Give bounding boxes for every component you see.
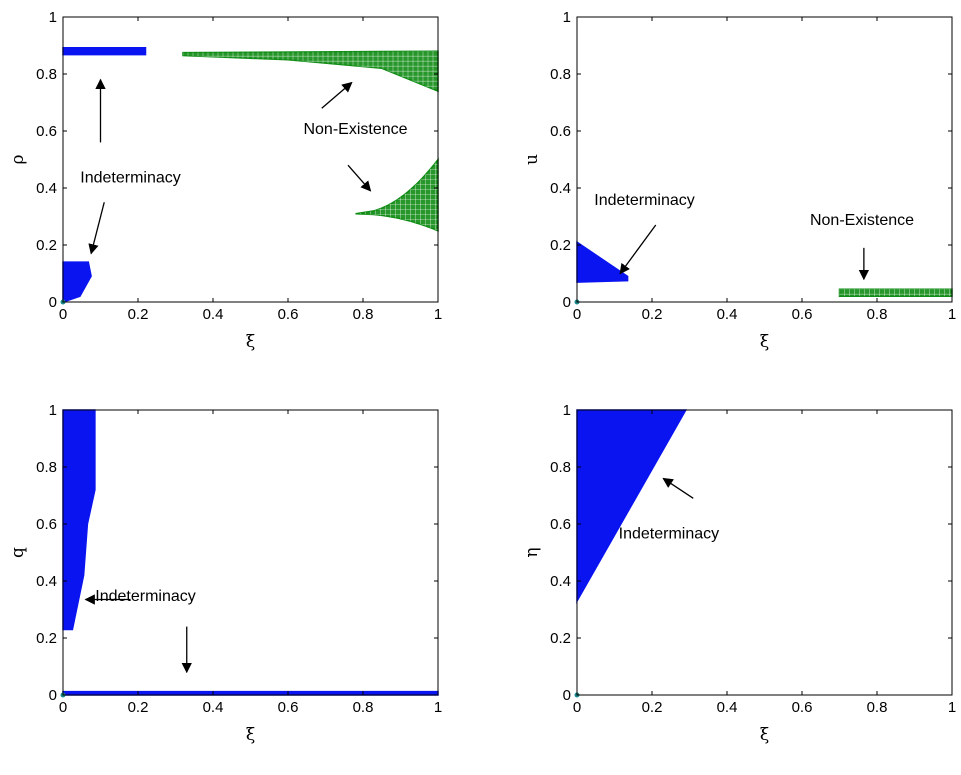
annotation-arrow [347,164,372,192]
y-tick-label: 0.8 [36,66,57,83]
annotation-label: Indeterminacy [619,525,720,542]
x-tick-label: 0.6 [278,699,299,716]
x-tick-label: 1 [434,306,442,323]
plot-frame [576,16,953,303]
y-axis-label: q [8,547,28,558]
indeterminacy-region [576,240,629,283]
x-tick-label: 0.4 [717,306,738,323]
y-tick-label: 0 [563,294,571,311]
x-tick-label: 0.4 [203,699,224,716]
annotation-arrow [321,81,353,109]
data-layer [574,409,688,698]
plot-q-vs-xi: 0 0.2 0.4 0.6 0.8 1 0 0.2 0.4 0.6 0.8 1 ξ q Indetermin… [8,402,442,745]
x-axis-label: ξ [760,725,769,745]
x-tick-label: 0 [59,306,67,323]
y-tick-label: 0.2 [36,630,57,647]
y-tick-label: 0.6 [36,123,57,140]
x-tick-label: 1 [948,306,956,323]
annotation-label: Non-Existence [810,212,914,229]
y-axis-label: ρ [8,155,28,165]
y-tick-label: 0.6 [36,516,57,533]
y-tick-label: 0.8 [36,459,57,476]
x-axis-label: ξ [246,332,255,352]
indeterminacy-region [576,409,688,604]
indeterminacy-region [62,47,147,56]
plot-rho-vs-xi: 0 0.2 0.4 0.6 0.8 1 0 0.2 0.4 0.6 0.8 1 ξ ρ Indetermin… [8,9,442,352]
x-tick-label: 0.2 [642,306,663,323]
plot-eta-vs-xi: 0 0.2 0.4 0.6 0.8 1 0 0.2 0.4 0.6 0.8 1 ξ η Indetermin… [522,402,956,745]
y-tick-label: 0 [49,294,57,311]
y-tick-label: 0.4 [36,180,57,197]
y-tick-label: 0.8 [550,66,571,83]
x-axis-label: ξ [760,332,769,352]
y-tick-label: 1 [49,402,57,419]
y-tick-label: 0.6 [550,123,571,140]
indeterminacy-region [62,409,96,631]
y-tick-label: 1 [563,9,571,26]
x-tick-label: 0.8 [353,306,374,323]
annotation-arrow [88,202,105,255]
y-tick-label: 0 [563,687,571,704]
x-tick-label: 0.4 [717,699,738,716]
plus-markers [355,159,438,231]
y-tick-label: 0 [49,687,57,704]
y-tick-label: 0.2 [550,237,571,254]
x-tick-label: 0.2 [128,306,149,323]
y-tick-label: 0.4 [550,573,571,590]
indeterminacy-region [62,690,439,696]
y-tick-label: 0.2 [36,237,57,254]
x-tick-label: 0 [573,699,581,716]
x-axis-label: ξ [246,725,255,745]
plus-markers [839,289,952,297]
annotation-arrow [662,477,694,499]
y-tick-label: 0.4 [550,180,571,197]
annotation-label: Indeterminacy [95,588,196,605]
plot-frame [62,409,439,696]
x-tick-label: 0 [573,306,581,323]
x-tick-label: 0.4 [203,306,224,323]
y-axis-label: η [522,547,542,557]
data-layer [60,409,439,698]
x-tick-label: 0.2 [128,699,149,716]
x-tick-label: 0.2 [642,699,663,716]
y-tick-label: 0.4 [36,573,57,590]
x-tick-label: 0 [59,699,67,716]
x-tick-label: 1 [434,699,442,716]
non_existence-region [838,288,953,298]
x-tick-label: 0.6 [792,699,813,716]
data-layer [574,240,953,305]
annotation-label: Indeterminacy [594,192,695,209]
indeterminacy-region [62,261,92,304]
plot-u-vs-xi: 0 0.2 0.4 0.6 0.8 1 0 0.2 0.4 0.6 0.8 1 ξ u Indetermin… [522,9,956,352]
x-tick-label: 0.8 [867,306,888,323]
annotation-arrow [619,224,657,275]
y-tick-label: 1 [49,9,57,26]
x-tick-label: 0.6 [278,306,299,323]
y-tick-label: 0.2 [550,630,571,647]
y-tick-label: 0.8 [550,459,571,476]
x-tick-label: 0.6 [792,306,813,323]
plot-frame [62,16,439,303]
y-tick-label: 1 [563,402,571,419]
x-tick-label: 0.8 [867,699,888,716]
annotation-label: Indeterminacy [80,169,181,186]
plot-frame [576,409,953,696]
y-tick-label: 0.6 [550,516,571,533]
annotation-label: Non-Existence [303,121,407,138]
x-tick-label: 1 [948,699,956,716]
y-axis-label: u [522,154,542,165]
x-tick-label: 0.8 [353,699,374,716]
